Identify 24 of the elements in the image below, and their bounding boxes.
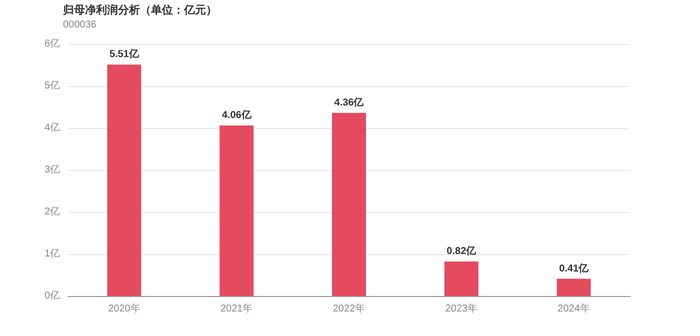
bar	[556, 278, 591, 296]
data-label: 5.51亿	[109, 48, 140, 60]
x-tick-label: 2024年	[558, 302, 590, 314]
bar	[107, 64, 142, 296]
bar	[332, 112, 366, 296]
y-tick-label: 6亿	[44, 38, 60, 50]
data-label: 4.06亿	[222, 108, 252, 121]
y-tick-label: 2亿	[44, 206, 60, 218]
chart-title: 归母净利润分析（单位：亿元）	[62, 4, 217, 16]
y-tick-label: 5亿	[44, 80, 60, 92]
x-tick-label: 2020年	[108, 302, 140, 314]
y-tick-label: 3亿	[44, 164, 60, 176]
data-label: 4.36亿	[334, 96, 365, 108]
bar	[444, 262, 478, 296]
y-tick-label: 1亿	[44, 248, 60, 260]
x-tick-label: 2022年	[332, 302, 366, 314]
chart-subtitle: 000036	[63, 20, 97, 30]
x-tick-label: 2023年	[445, 302, 478, 314]
data-label: 0.82亿	[446, 245, 478, 258]
bar	[220, 125, 254, 296]
data-label: 0.41亿	[559, 262, 590, 274]
x-tick-label: 2021年	[220, 302, 253, 314]
y-tick-label: 0亿	[44, 290, 60, 302]
y-tick-label: 4亿	[44, 122, 60, 134]
